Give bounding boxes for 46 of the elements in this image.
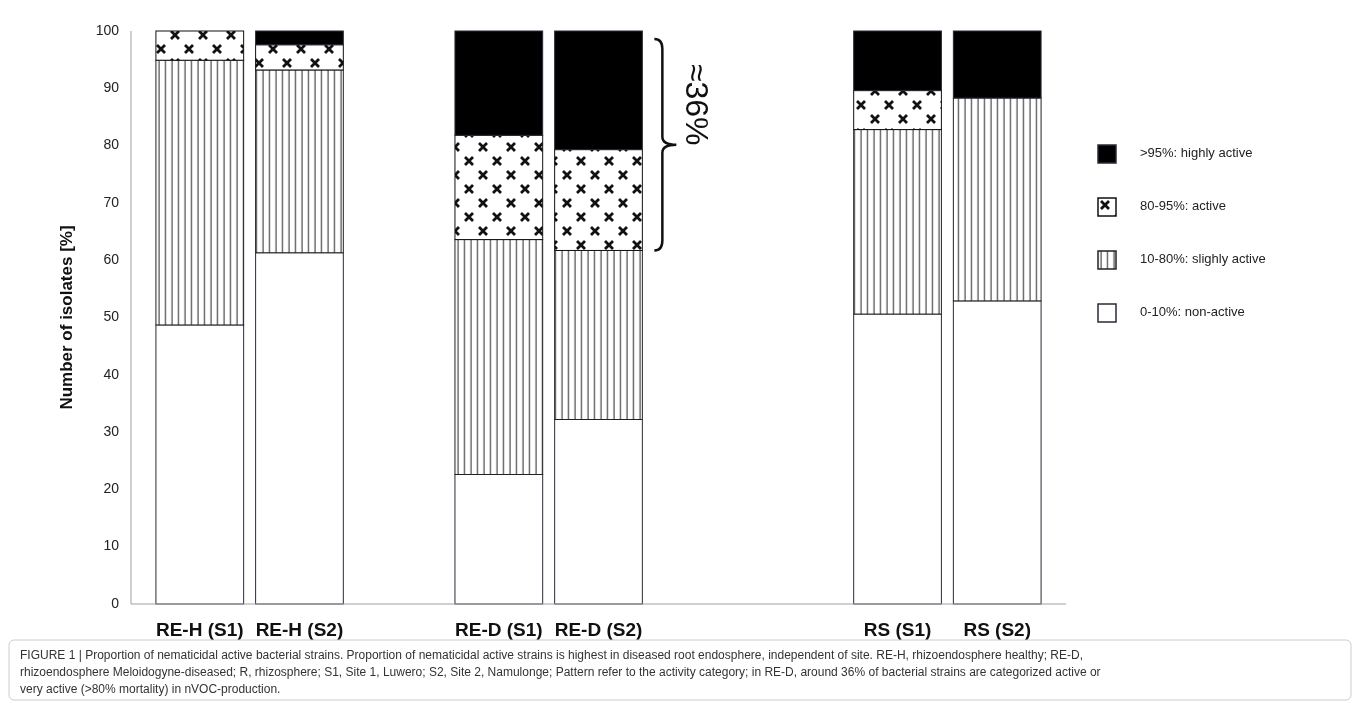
bar xyxy=(155,30,245,61)
bar xyxy=(554,30,643,151)
bar xyxy=(255,44,344,71)
bar xyxy=(952,97,1042,302)
y-tick-label: 0 xyxy=(111,594,120,611)
legend-label: 0-10%: non-active xyxy=(1140,304,1245,320)
y-axis-title: Number of isolates [%] xyxy=(57,225,76,410)
bar xyxy=(853,30,942,92)
bar xyxy=(155,59,245,326)
y-tick-label: 90 xyxy=(103,79,120,95)
x-tick-label: RS (S1) xyxy=(863,619,932,640)
bar xyxy=(255,69,344,254)
legend-label: >95%: highly active xyxy=(1140,145,1253,161)
caption: FIGURE 1 | Proportion of nematicidal active bacterial strains. Proportion of nematicidal active strains is highest in diseased root endosphere, independent of site. RE-H, rhizoendosphere healthy; RE-D, rhizoendosphere Meloidogyne-diseased; R, rhizosphere; S1, Site 1, Luwero; S2, Site 2, Namulonge; Pattern refer to the activity category; in RE-D, around 36% of bacterial strains are categorized active or very active (>80% mortality) in nVOC-production. xyxy=(20,648,1101,696)
annotation: ≈36% xyxy=(678,63,715,146)
y-tick-label: 70 xyxy=(103,193,120,210)
legend-label: 10-80%: slighly active xyxy=(1140,251,1266,267)
bar xyxy=(454,134,544,241)
bar xyxy=(255,30,344,46)
bar xyxy=(554,418,643,605)
x-tick-label: RE-H (S2) xyxy=(255,619,344,640)
y-tick-label: 80 xyxy=(103,136,120,153)
bar xyxy=(952,300,1042,605)
bar xyxy=(554,249,643,420)
y-tick-label: 30 xyxy=(103,422,120,439)
bar xyxy=(853,313,942,605)
bar xyxy=(853,129,942,315)
y-tick-label: 10 xyxy=(103,537,120,554)
y-tick-label: 60 xyxy=(103,250,120,267)
x-tick-label: RE-D (S2) xyxy=(554,619,643,640)
x-tick-label: RE-H (S1) xyxy=(155,619,244,640)
bar xyxy=(454,474,544,605)
x-tick-label: RE-D (S1) xyxy=(455,619,543,640)
bar xyxy=(853,90,942,131)
y-tick-label: 50 xyxy=(103,308,120,325)
bar xyxy=(554,149,643,251)
bar xyxy=(952,30,1042,99)
bar xyxy=(454,239,544,475)
bar xyxy=(454,30,544,136)
legend-label: 80-95%: active xyxy=(1140,198,1226,214)
y-tick-label: 20 xyxy=(103,480,120,497)
y-tick-label: 100 xyxy=(95,21,120,38)
bar xyxy=(255,252,344,605)
y-tick-label: 40 xyxy=(103,365,120,382)
x-tick-label: RS (S2) xyxy=(963,619,1032,640)
bar xyxy=(155,324,245,605)
